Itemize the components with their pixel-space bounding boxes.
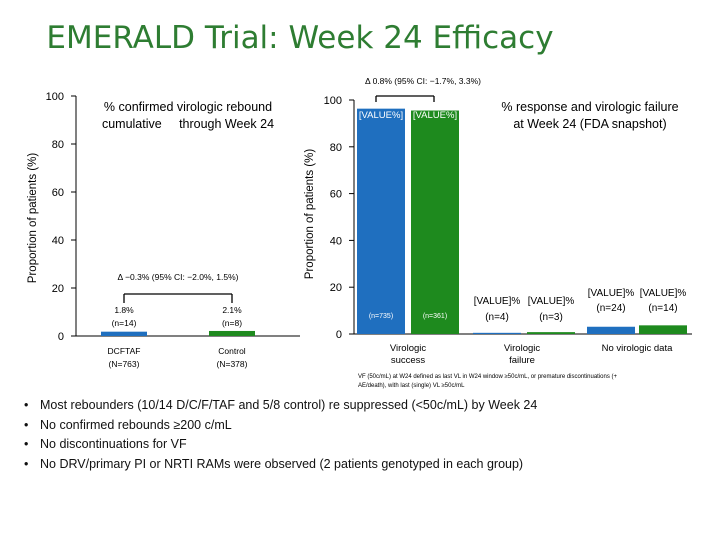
right-category-label: Virologic — [504, 343, 541, 354]
failure-n-label: (n=3) — [539, 312, 563, 323]
failure-value-label: [VALUE]% — [528, 296, 575, 307]
right-chart-y-axis-label: Proportion of patients (%) — [304, 149, 316, 280]
right-category-label: success — [391, 355, 426, 366]
right-y-tick-label: 80 — [330, 142, 342, 154]
right-y-tick-label: 100 — [324, 95, 342, 107]
right-bar — [357, 108, 405, 335]
right-chart-delta-annotation: Δ 0.8% (95% CI: −1.7%, 3.3%) — [365, 76, 481, 86]
right-y-tick-label: 60 — [330, 189, 342, 201]
left-chart-title-line1: % confirmed virologic rebound — [104, 100, 272, 114]
left-y-tick-label: 80 — [52, 139, 64, 151]
right-y-tick-label: 0 — [336, 329, 342, 341]
bullet-item: No discontinuations for VF — [24, 435, 537, 455]
right-bar — [587, 326, 635, 334]
slide-title: EMERALD Trial: Week 24 Efficacy — [46, 20, 554, 56]
left-y-tick-label: 0 — [58, 331, 64, 343]
left-chart-delta-annotation: Δ −0.3% (95% CI: −2.0%, 1.5%) — [118, 272, 239, 282]
failure-n-label: (n=4) — [485, 312, 509, 323]
right-chart-footnote-line2: AE/death), with last (single) VL ≥50c/mL — [358, 383, 465, 389]
right-bar — [639, 325, 687, 334]
left-category-n-label: (N=763) — [109, 359, 140, 369]
left-y-tick-label: 20 — [52, 283, 64, 295]
success-bar-value-label: [VALUE%] — [413, 110, 457, 121]
left-y-tick-label: 100 — [46, 91, 64, 103]
left-bar-n-label: (n=8) — [222, 318, 242, 328]
left-y-tick-label: 40 — [52, 235, 64, 247]
right-bar — [411, 110, 459, 334]
right-y-tick-label: 40 — [330, 235, 342, 247]
right-chart: Δ 0.8% (95% CI: −1.7%, 3.3%) % response … — [304, 76, 692, 389]
right-category-label: Virologic — [390, 343, 427, 354]
left-bar-value-label: 2.1% — [222, 305, 242, 315]
left-category-n-label: (N=378) — [217, 359, 248, 369]
no-data-n-label: (n=14) — [648, 303, 677, 314]
key-findings-list: Most rebounders (10/14 D/C/F/TAF and 5/8… — [24, 396, 537, 474]
left-chart-title-line2: cumulative through Week 24 — [102, 117, 274, 131]
left-y-tick-label: 60 — [52, 187, 64, 199]
bullet-item: Most rebounders (10/14 D/C/F/TAF and 5/8… — [24, 396, 537, 416]
right-chart-footnote-line1: VF (50c/mL) at W24 defined as last VL in… — [358, 374, 618, 380]
bullet-item: No DRV/primary PI or NRTI RAMs were obse… — [24, 455, 537, 475]
left-category-label: DCFTAF — [108, 346, 141, 356]
no-data-n-label: (n=24) — [596, 303, 625, 314]
no-data-value-label: [VALUE]% — [588, 288, 635, 299]
right-y-tick-label: 20 — [330, 282, 342, 294]
left-bar-n-label: (n=14) — [112, 318, 137, 328]
left-bar — [101, 331, 147, 336]
success-bar-n-label: (n=735) — [369, 313, 393, 320]
success-bar-value-label: [VALUE%] — [359, 110, 403, 121]
success-bar-n-label: (n=361) — [423, 313, 447, 320]
left-chart-y-axis-label: Proportion of patients (%) — [27, 153, 39, 284]
right-chart-title-line1: % response and virologic failure — [501, 100, 678, 114]
bullet-item: No confirmed rebounds ≥200 c/mL — [24, 416, 537, 436]
left-bar-value-label: 1.8% — [114, 305, 134, 315]
failure-value-label: [VALUE]% — [474, 296, 521, 307]
left-category-label: Control — [218, 346, 246, 356]
right-category-label: No virologic data — [602, 343, 673, 354]
left-bar — [209, 330, 255, 336]
right-bar — [527, 332, 575, 334]
right-bar — [473, 332, 521, 334]
right-chart-title-line2: at Week 24 (FDA snapshot) — [513, 117, 666, 131]
left-chart: % confirmed virologic rebound cumulative… — [27, 91, 300, 369]
no-data-value-label: [VALUE]% — [640, 288, 687, 299]
right-category-label: failure — [509, 355, 535, 366]
